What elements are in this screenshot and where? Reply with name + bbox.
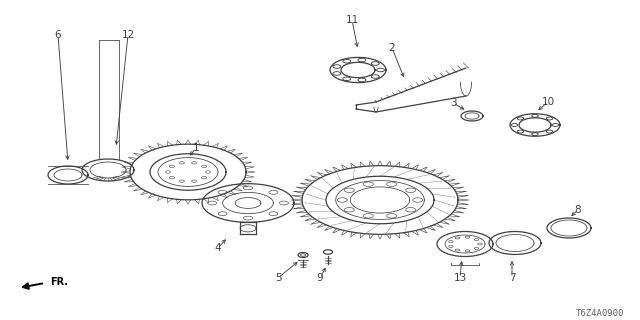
Text: T6Z4A0900: T6Z4A0900: [576, 309, 624, 318]
Text: 6: 6: [54, 30, 61, 40]
Text: 12: 12: [122, 30, 134, 40]
Text: 7: 7: [509, 273, 515, 283]
Text: 5: 5: [275, 273, 282, 283]
Text: FR.: FR.: [50, 277, 68, 287]
Text: 11: 11: [346, 15, 358, 25]
Text: 3: 3: [450, 98, 456, 108]
Text: 2: 2: [388, 43, 396, 53]
Text: 4: 4: [214, 243, 221, 253]
Text: 1: 1: [193, 143, 199, 153]
Text: 8: 8: [575, 205, 581, 215]
Text: 9: 9: [317, 273, 323, 283]
Text: 13: 13: [453, 273, 467, 283]
Text: 10: 10: [541, 97, 555, 107]
